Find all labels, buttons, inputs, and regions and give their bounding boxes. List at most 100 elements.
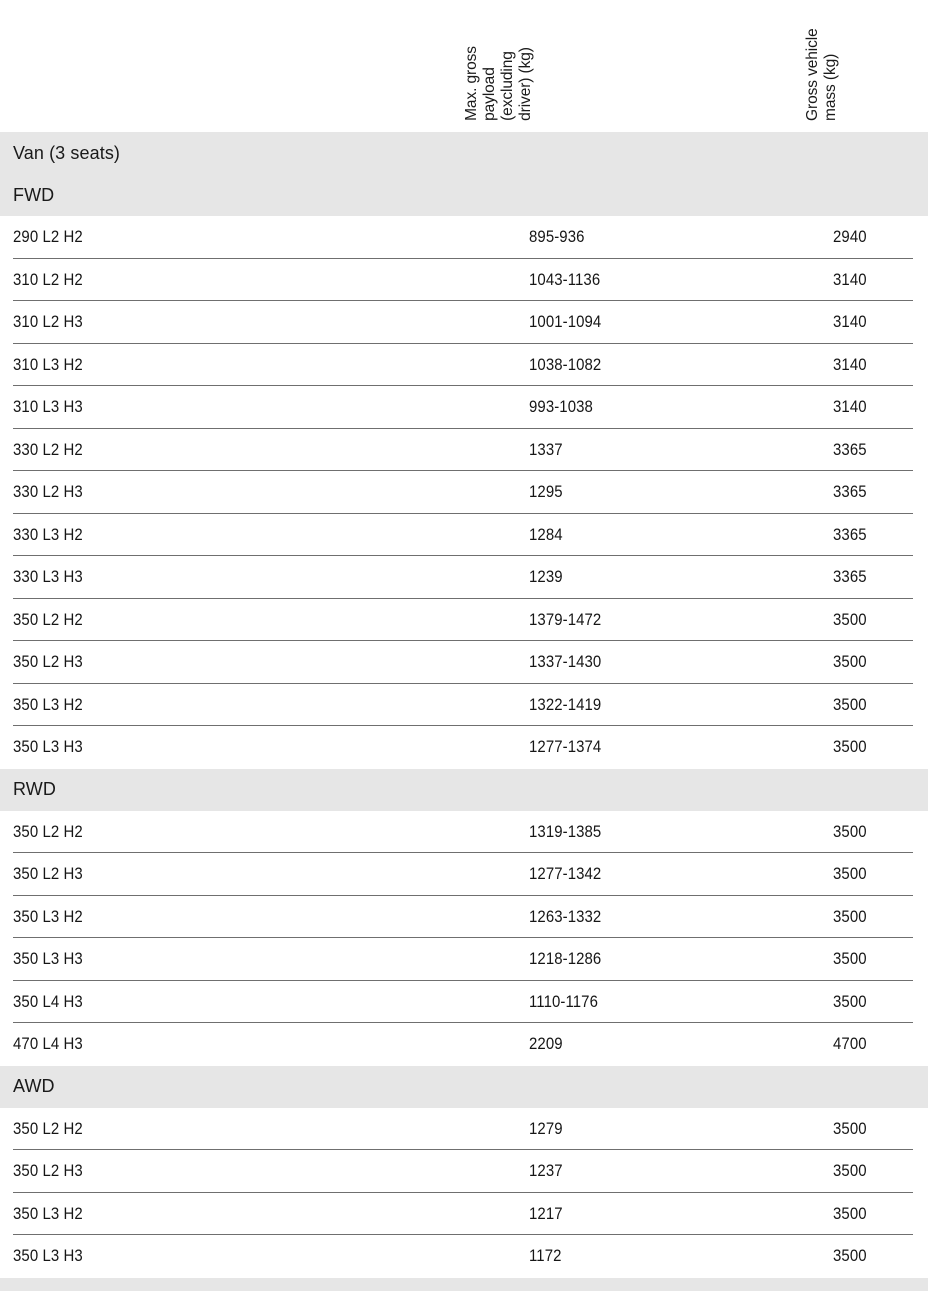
cell-max-gross-payload: 895-936: [529, 227, 585, 247]
cell-gross-vehicle-mass: 3365: [833, 482, 867, 502]
cell-max-gross-payload: 1110-1176: [529, 991, 599, 1011]
cell-max-gross-payload: 1277-1374: [529, 737, 602, 757]
cell-max-gross-payload: 1284: [529, 524, 563, 544]
cell-gross-vehicle-mass: 3500: [833, 1246, 867, 1266]
table-row: 290 L2 H2 895-936 2940: [0, 216, 928, 259]
cell-max-gross-payload: 1322-1419: [529, 694, 602, 714]
table-row: 350 L2 H3 1337-1430 3500: [0, 641, 928, 684]
column-header-gvm-line-2: mass (kg): [822, 53, 840, 121]
column-header-max-gross-payload: Max. gross payload (excluding driver) (k…: [463, 46, 535, 121]
cell-model: 330 L2 H2: [13, 439, 83, 459]
column-header-payload-line-4: driver) (kg): [517, 47, 535, 121]
cell-max-gross-payload: 1277-1342: [529, 864, 602, 884]
cell-max-gross-payload: 1319-1385: [529, 821, 602, 841]
cell-gross-vehicle-mass: 3500: [833, 1161, 867, 1181]
cell-gross-vehicle-mass: 4700: [833, 1034, 867, 1054]
column-header-payload-line-2: payload: [481, 67, 499, 121]
cell-max-gross-payload: 1218-1286: [529, 949, 602, 969]
cell-model: 330 L3 H3: [13, 567, 83, 587]
table-row: 470 L4 H3 2209 4700: [0, 1023, 928, 1066]
table-row: 350 L2 H2 1279 3500: [0, 1108, 928, 1151]
cell-max-gross-payload: 1172: [529, 1246, 562, 1266]
cell-model: 350 L2 H2: [13, 1118, 83, 1138]
cell-model: 350 L2 H3: [13, 652, 83, 672]
table-row: 310 L3 H3 993-1038 3140: [0, 386, 928, 429]
cell-gross-vehicle-mass: 3140: [833, 269, 867, 289]
table-row: 350 L3 H3 1218-1286 3500: [0, 938, 928, 981]
cell-model: 470 L4 H3: [13, 1034, 83, 1054]
cell-gross-vehicle-mass: 3140: [833, 312, 867, 332]
cell-model: 350 L3 H2: [13, 906, 83, 926]
cell-max-gross-payload: 1295: [529, 482, 563, 502]
cell-gross-vehicle-mass: 3500: [833, 694, 867, 714]
column-header-payload-line-3: (excluding: [499, 51, 517, 121]
cell-model: 350 L2 H2: [13, 821, 83, 841]
group-header-label: RWD: [13, 779, 56, 799]
table-row: 350 L4 H3 1110-1176 3500: [0, 981, 928, 1024]
table-row: 350 L3 H2 1322-1419 3500: [0, 684, 928, 727]
cell-max-gross-payload: 1279: [529, 1118, 563, 1138]
cell-model: 350 L2 H3: [13, 1161, 83, 1181]
column-header-payload-line-1: Max. gross: [463, 46, 481, 121]
cell-gross-vehicle-mass: 3500: [833, 737, 867, 757]
cell-model: 350 L4 H3: [13, 991, 83, 1011]
section-header-van-3-seats: Van (3 seats): [0, 132, 928, 174]
cell-gross-vehicle-mass: 3500: [833, 949, 867, 969]
cell-model: 350 L2 H3: [13, 864, 83, 884]
section-title-label: Van (3 seats): [13, 142, 121, 163]
cell-gross-vehicle-mass: 3500: [833, 991, 867, 1011]
cell-model: 350 L2 H2: [13, 609, 83, 629]
cell-model: 350 L3 H2: [13, 1203, 83, 1223]
table-header-row: Max. gross payload (excluding driver) (k…: [0, 0, 928, 132]
cell-gross-vehicle-mass: 3500: [833, 652, 867, 672]
group-header-fwd: FWD: [0, 174, 928, 216]
cell-gross-vehicle-mass: 3500: [833, 906, 867, 926]
table-row: 330 L3 H2 1284 3365: [0, 514, 928, 557]
cell-max-gross-payload: 2209: [529, 1034, 563, 1054]
cell-max-gross-payload: 1038-1082: [529, 354, 602, 374]
cell-max-gross-payload: 1043-1136: [529, 269, 601, 289]
table-row: 350 L2 H2 1379-1472 3500: [0, 599, 928, 642]
cell-gross-vehicle-mass: 3500: [833, 1118, 867, 1138]
column-header-gvm-line-1: Gross vehicle: [804, 28, 822, 121]
cell-model: 350 L3 H3: [13, 737, 83, 757]
table-row: 310 L2 H3 1001-1094 3140: [0, 301, 928, 344]
cell-model: 290 L2 H2: [13, 227, 83, 247]
table-row: 350 L2 H3 1277-1342 3500: [0, 853, 928, 896]
group-header-awd: AWD: [0, 1065, 928, 1108]
cell-model: 350 L3 H3: [13, 1246, 83, 1266]
table-row: 310 L2 H2 1043-1136 3140: [0, 259, 928, 302]
group-header-label: AWD: [13, 1076, 55, 1096]
cell-max-gross-payload: 1217: [529, 1203, 563, 1223]
cell-model: 310 L2 H3: [13, 312, 83, 332]
cell-max-gross-payload: 993-1038: [529, 397, 593, 417]
cell-model: 350 L3 H3: [13, 949, 83, 969]
cell-max-gross-payload: 1337: [529, 439, 563, 459]
cell-gross-vehicle-mass: 3365: [833, 524, 867, 544]
column-header-gross-vehicle-mass: Gross vehicle mass (kg): [804, 28, 840, 121]
group-header-label: FWD: [13, 184, 55, 205]
cell-model: 330 L2 H3: [13, 482, 83, 502]
cell-gross-vehicle-mass: 3500: [833, 609, 867, 629]
table-body: FWD 290 L2 H2 895-936 2940 310 L2 H2 1043-113…: [0, 174, 928, 1278]
cell-model: 310 L3 H2: [13, 354, 83, 374]
table-row: 310 L3 H2 1038-1082 3140: [0, 344, 928, 387]
cell-max-gross-payload: 1379-1472: [529, 609, 602, 629]
cell-gross-vehicle-mass: 3365: [833, 567, 867, 587]
cell-gross-vehicle-mass: 3140: [833, 354, 867, 374]
cell-max-gross-payload: 1001-1094: [529, 312, 602, 332]
cell-max-gross-payload: 1337-1430: [529, 652, 602, 672]
table-row: 350 L2 H3 1237 3500: [0, 1150, 928, 1193]
table-row: 350 L3 H2 1263-1332 3500: [0, 896, 928, 939]
table-row: 330 L3 H3 1239 3365: [0, 556, 928, 599]
cell-max-gross-payload: 1237: [529, 1161, 563, 1181]
cell-gross-vehicle-mass: 3500: [833, 864, 867, 884]
table-row: 350 L3 H3 1172 3500: [0, 1235, 928, 1278]
cell-model: 350 L3 H2: [13, 694, 83, 714]
cell-gross-vehicle-mass: 3500: [833, 1203, 867, 1223]
group-header-rwd: RWD: [0, 768, 928, 811]
cell-model: 330 L3 H2: [13, 524, 83, 544]
table-row: 330 L2 H2 1337 3365: [0, 429, 928, 472]
cell-gross-vehicle-mass: 2940: [833, 227, 867, 247]
